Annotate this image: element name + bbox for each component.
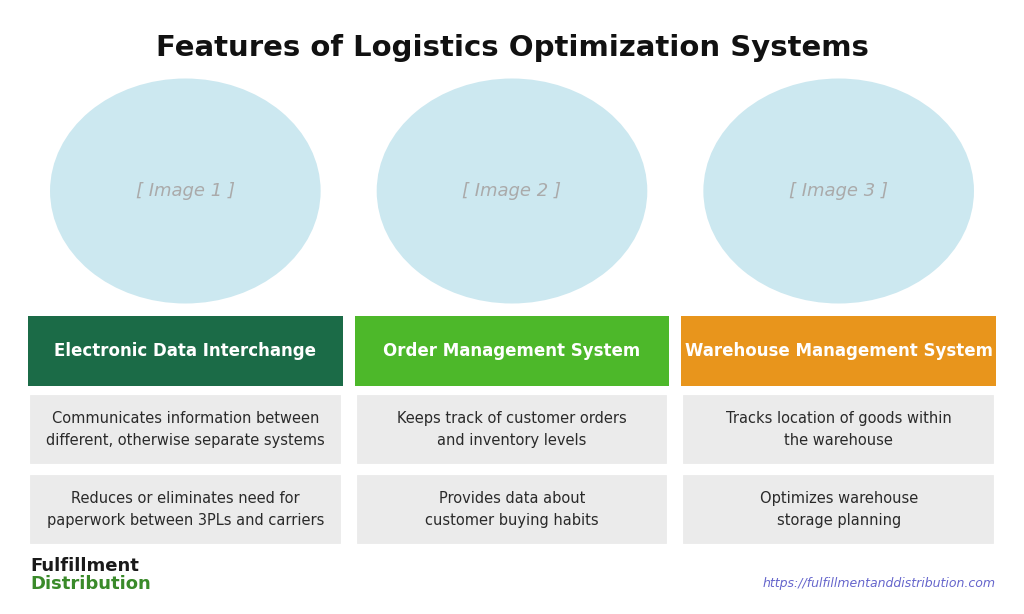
Text: https://fulfillmentanddistribution.com: https://fulfillmentanddistribution.com [763, 578, 996, 591]
Text: Reduces or eliminates need for
paperwork between 3PLs and carriers: Reduces or eliminates need for paperwork… [47, 491, 324, 528]
Bar [28, 473, 343, 546]
Text: [ Image 1 ]: [ Image 1 ] [136, 182, 234, 200]
Text: Communicates information between
different, otherwise separate systems: Communicates information between differe… [46, 411, 325, 448]
Bar [354, 393, 670, 466]
Bar [681, 473, 996, 546]
Bar [681, 316, 996, 386]
Text: Provides data about
customer buying habits: Provides data about customer buying habi… [425, 491, 599, 528]
Text: Electronic Data Interchange: Electronic Data Interchange [54, 342, 316, 360]
Text: Optimizes warehouse
storage planning: Optimizes warehouse storage planning [760, 491, 918, 528]
Bar [28, 393, 343, 466]
Text: Fulfillment: Fulfillment [30, 557, 139, 575]
Bar [28, 316, 343, 386]
Text: Distribution: Distribution [30, 575, 151, 593]
Bar [354, 316, 670, 386]
Text: Order Management System: Order Management System [383, 342, 641, 360]
Text: Keeps track of customer orders
and inventory levels: Keeps track of customer orders and inven… [397, 411, 627, 448]
Text: [ Image 3 ]: [ Image 3 ] [790, 182, 888, 200]
Text: Tracks location of goods within
the warehouse: Tracks location of goods within the ware… [726, 411, 951, 448]
Ellipse shape [50, 79, 321, 303]
Ellipse shape [377, 79, 647, 303]
Text: Features of Logistics Optimization Systems: Features of Logistics Optimization Syste… [156, 34, 868, 62]
Bar [354, 473, 670, 546]
Text: [ Image 2 ]: [ Image 2 ] [463, 182, 561, 200]
Text: Warehouse Management System: Warehouse Management System [685, 342, 992, 360]
Bar [681, 393, 996, 466]
Ellipse shape [703, 79, 974, 303]
